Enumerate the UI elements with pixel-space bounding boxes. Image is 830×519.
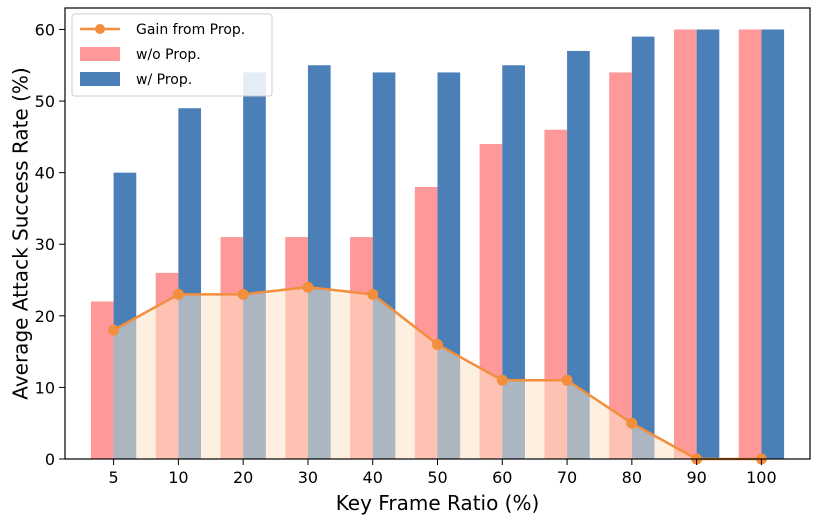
y-tick-label-60: 60 xyxy=(35,20,55,39)
x-tick-label-100: 100 xyxy=(746,468,777,487)
bar-without-prop-80 xyxy=(609,72,632,459)
legend: Gain from Prop. w/o Prop. w/ Prop. xyxy=(71,13,273,97)
legend-swatch-with-prop xyxy=(80,72,120,86)
legend-swatch-without-prop xyxy=(80,47,120,61)
gain-area-fill xyxy=(113,287,762,459)
bar-with-prop-60 xyxy=(502,65,525,460)
x-tick-label-10: 10 xyxy=(168,468,188,487)
bar-with-prop-100 xyxy=(761,29,785,459)
gain-point-60 xyxy=(496,374,508,386)
y-tick-label-0: 0 xyxy=(45,450,55,469)
y-tick-label-40: 40 xyxy=(35,164,55,183)
x-tick-label-40: 40 xyxy=(363,468,383,487)
x-tick-label-80: 80 xyxy=(622,468,642,487)
bar-without-prop-90 xyxy=(673,29,697,459)
x-tick-label-50: 50 xyxy=(427,468,447,487)
y-tick-label-30: 30 xyxy=(35,235,55,254)
bar-without-prop-5 xyxy=(90,301,114,459)
bar-without-prop-100 xyxy=(738,29,762,459)
x-tick-label-60: 60 xyxy=(492,468,512,487)
x-tick-label-5: 5 xyxy=(108,468,118,487)
legend-label-gain: Gain from Prop. xyxy=(136,22,245,38)
gain-point-20 xyxy=(237,288,249,300)
gain-point-70 xyxy=(561,374,573,386)
x-tick-label-90: 90 xyxy=(686,468,706,487)
gain-point-5 xyxy=(108,324,120,336)
gain-point-30 xyxy=(302,281,314,293)
gain-point-80 xyxy=(626,417,638,429)
legend-label-without-prop: w/o Prop. xyxy=(136,47,201,63)
gain-line-layer xyxy=(108,281,767,465)
y-tick-label-50: 50 xyxy=(35,92,55,111)
y-axis-label: Average Attack Success Rate (%) xyxy=(9,67,33,399)
bar-with-prop-90 xyxy=(696,29,720,459)
x-tick-label-20: 20 xyxy=(233,468,253,487)
x-tick-label-70: 70 xyxy=(557,468,577,487)
x-axis-label: Key Frame Ratio (%) xyxy=(336,491,540,515)
y-tick-label-10: 10 xyxy=(35,378,55,397)
y-tick-label-20: 20 xyxy=(35,307,55,326)
y-axis-ticks: 0 10 20 30 40 50 60 xyxy=(35,20,65,469)
bar-with-prop-80 xyxy=(631,36,655,460)
legend-box xyxy=(71,13,273,97)
gain-point-10 xyxy=(172,288,184,300)
legend-label-with-prop: w/ Prop. xyxy=(136,72,192,88)
x-tick-label-30: 30 xyxy=(298,468,318,487)
legend-gain-marker-swatch xyxy=(95,24,105,34)
gain-point-50 xyxy=(432,338,443,350)
bar-without-prop-70 xyxy=(544,129,568,459)
gain-point-40 xyxy=(367,288,379,300)
gain-fill-layer xyxy=(113,287,762,459)
bar-with-prop-70 xyxy=(567,50,590,459)
x-axis-ticks: 5 10 20 30 40 50 60 70 80 90 100 xyxy=(108,459,777,487)
